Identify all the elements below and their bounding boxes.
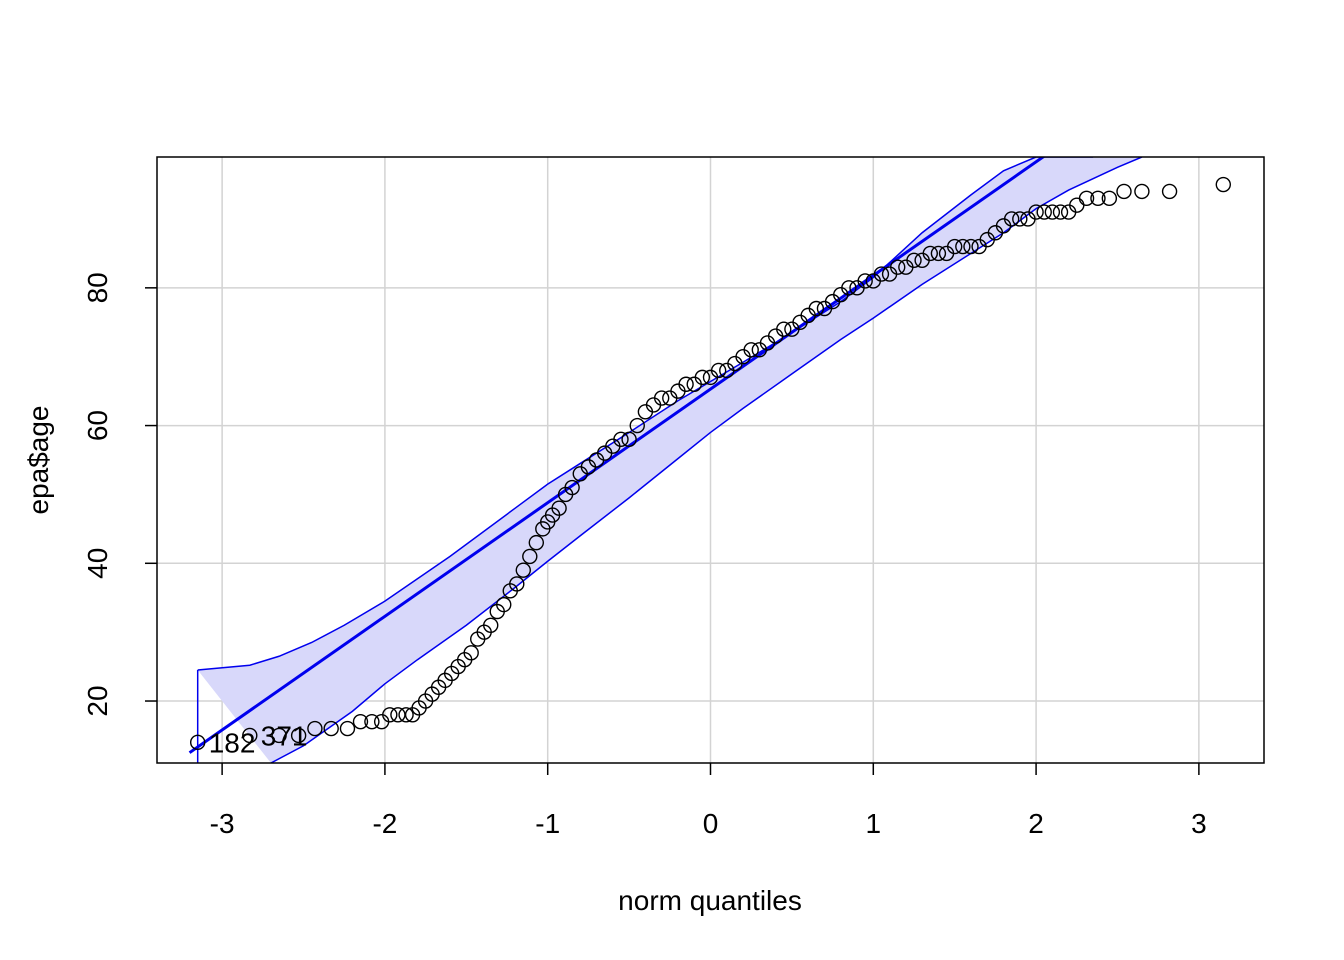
data-point bbox=[1012, 211, 1028, 227]
x-tick-label: -3 bbox=[210, 808, 235, 839]
data-point bbox=[710, 362, 727, 379]
data-point bbox=[1161, 183, 1178, 200]
data-point bbox=[483, 617, 499, 633]
data-point bbox=[339, 720, 356, 737]
data-point bbox=[398, 707, 414, 723]
data-point bbox=[463, 645, 479, 661]
data-point bbox=[496, 596, 512, 613]
data-point bbox=[890, 259, 906, 275]
data-point bbox=[955, 238, 971, 255]
x-tick-label: 1 bbox=[866, 808, 882, 839]
data-point bbox=[1116, 183, 1132, 200]
data-point bbox=[946, 238, 963, 255]
data-point bbox=[1134, 183, 1150, 200]
confidence-band-upper bbox=[197, 157, 1094, 671]
confidence-band-fill bbox=[197, 157, 1142, 763]
point-annotations: 182 371 bbox=[209, 720, 308, 758]
data-point bbox=[653, 390, 670, 406]
data-point bbox=[352, 713, 369, 730]
data-point bbox=[382, 707, 398, 723]
data-point bbox=[271, 727, 287, 744]
confidence-band-lower bbox=[270, 157, 1143, 763]
data-point bbox=[808, 300, 825, 317]
data-point bbox=[528, 534, 545, 551]
data-point bbox=[509, 576, 525, 592]
data-point bbox=[621, 431, 637, 448]
data-point bbox=[189, 734, 206, 751]
data-point bbox=[290, 727, 307, 744]
data-point bbox=[522, 548, 538, 565]
data-point bbox=[857, 273, 873, 289]
data-point bbox=[1052, 204, 1069, 220]
data-points bbox=[189, 176, 1232, 751]
axes: -3 -2 -1 0 1 2 3 20 40 60 80 bbox=[82, 272, 1207, 839]
x-tick-label: -2 bbox=[372, 808, 397, 839]
data-point bbox=[694, 369, 711, 386]
data-point bbox=[515, 562, 531, 578]
data-point bbox=[1078, 190, 1095, 207]
y-tick-label: 40 bbox=[82, 548, 113, 579]
data-point bbox=[1036, 204, 1052, 220]
data-point bbox=[873, 266, 890, 282]
data-point bbox=[1215, 176, 1232, 193]
data-point bbox=[323, 720, 339, 737]
data-point bbox=[1028, 204, 1044, 220]
y-tick-label: 80 bbox=[82, 272, 113, 303]
confidence-band bbox=[196, 157, 1143, 763]
data-point bbox=[922, 245, 938, 262]
x-tick-label: -1 bbox=[535, 808, 560, 839]
y-tick-label: 20 bbox=[82, 685, 113, 716]
data-point bbox=[242, 727, 258, 744]
x-axis-label: norm quantiles bbox=[618, 885, 802, 916]
data-point bbox=[564, 479, 580, 496]
data-point bbox=[776, 321, 792, 337]
data-point bbox=[307, 720, 323, 737]
y-axis-label: epa$age bbox=[23, 405, 54, 514]
y-tick-label: 60 bbox=[82, 410, 113, 441]
x-tick-label: 3 bbox=[1191, 808, 1207, 839]
grid bbox=[157, 157, 1264, 763]
point-label: 182 bbox=[209, 727, 256, 758]
data-point bbox=[613, 431, 629, 448]
data-point bbox=[1101, 190, 1118, 207]
data-point bbox=[930, 245, 947, 262]
data-point bbox=[963, 238, 979, 255]
data-point bbox=[629, 417, 645, 434]
x-tick-label: 0 bbox=[703, 808, 719, 839]
data-point bbox=[841, 280, 857, 296]
data-point bbox=[743, 342, 759, 358]
data-point bbox=[364, 713, 380, 730]
data-point bbox=[906, 252, 922, 268]
data-point bbox=[1090, 190, 1106, 207]
data-point bbox=[390, 707, 406, 723]
data-point bbox=[1044, 204, 1061, 220]
x-tick-label: 2 bbox=[1028, 808, 1044, 839]
data-point bbox=[1003, 211, 1020, 227]
point-label: 371 bbox=[261, 720, 308, 751]
data-point bbox=[551, 500, 567, 516]
data-point bbox=[678, 376, 694, 392]
